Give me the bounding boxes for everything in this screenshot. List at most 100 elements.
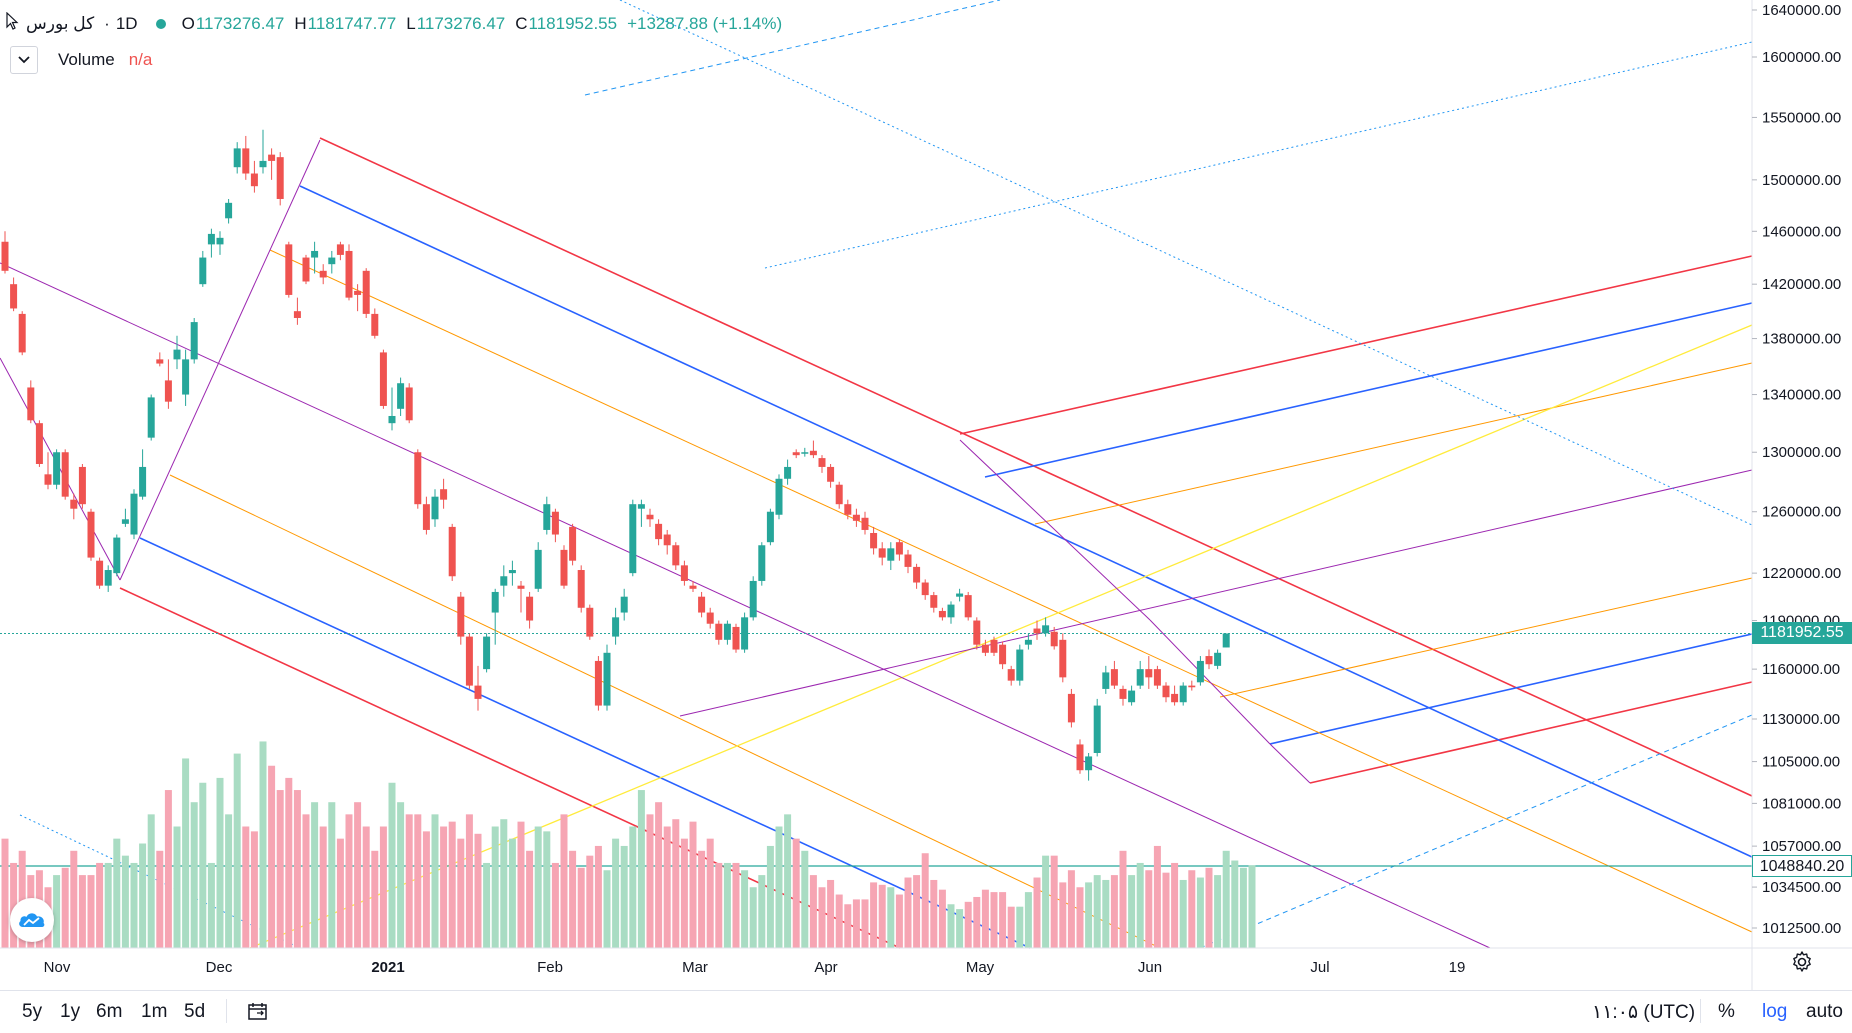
candle-body [225,202,233,219]
candle-body [319,270,327,278]
log-scale-toggle[interactable]: log [1762,1001,1788,1022]
trend-line[interactable] [119,139,321,581]
interval-label[interactable]: 1D [115,13,138,33]
trend-line[interactable] [584,0,1001,96]
candle-body [818,458,826,467]
volume-bar [1016,906,1024,948]
symbol-name[interactable]: کل بورس [26,13,95,33]
trend-line[interactable] [19,814,301,949]
trend-line[interactable] [1219,577,1753,698]
trend-line[interactable] [959,439,1151,621]
candle-body [887,548,895,561]
volume-bar [603,870,611,948]
volume-bar [672,819,680,948]
volume-bar [577,867,585,948]
candle-body [689,585,697,589]
candle-body [938,610,946,618]
volume-bar [354,802,362,948]
volume-bar [388,782,396,948]
volume-bar [818,887,826,948]
candle-body [835,484,843,505]
horizontal-line-price-tag[interactable]: 1048840.20 [1752,855,1852,877]
trend-line[interactable] [1269,743,1311,784]
volume-bar [698,850,706,948]
time-axis[interactable]: Nov Dec 2021 Feb Mar Apr May Jun Jul 19 [44,959,1466,976]
trend-line[interactable] [984,302,1753,478]
volume-bar [947,904,955,948]
trend-line[interactable] [269,249,1753,933]
collapse-legend-button[interactable] [10,46,38,74]
candle-body [715,623,723,640]
candle-body [345,250,353,298]
volume-bar [1145,870,1153,948]
volume-bar [999,892,1007,948]
volume-bar [147,814,155,948]
trend-line[interactable] [1199,714,1753,949]
time-tick-label: 19 [1449,959,1466,976]
volume-bar [1171,862,1179,948]
volume-bar [723,862,731,948]
candle-body [500,576,508,586]
range-5y-button[interactable]: 5y [22,1001,43,1022]
candle-body [1007,669,1015,681]
range-6m-button[interactable]: 6m [96,1001,123,1022]
candle-body [44,474,52,485]
trend-line[interactable] [139,537,1031,949]
candle-body [474,685,482,699]
volume-bar [1059,882,1067,948]
trend-line[interactable] [959,255,1753,435]
volume-bar [242,826,250,948]
candle-body [1042,625,1050,634]
candle-body [655,523,663,540]
percent-scale-toggle[interactable]: % [1718,1001,1735,1022]
volume-bar [784,814,792,948]
auto-scale-toggle[interactable]: auto [1806,1001,1843,1022]
volume-bar [1007,906,1015,948]
volume-bar [276,790,284,948]
candle-body [405,387,413,421]
trend-line[interactable] [1149,619,1271,745]
price-axis[interactable]: 1640000.00 1600000.00 1550000.00 1500000.00… [1752,2,1841,937]
trend-line[interactable] [679,469,1753,717]
trend-line[interactable] [169,474,1161,949]
candle-body [216,237,224,245]
open-label: O [181,13,195,33]
volume-bar [655,802,663,948]
candle-body [1050,631,1058,647]
go-to-date-icon[interactable] [248,1002,268,1020]
trend-line[interactable] [1309,681,1753,784]
range-5d-button[interactable]: 5d [184,1001,206,1022]
volume-indicator-name[interactable]: Volume [58,50,115,69]
settings-gear-icon[interactable] [1790,950,1814,974]
candle-body [302,257,310,282]
trend-line[interactable] [1034,362,1753,525]
candle-body [1076,744,1084,771]
trend-line[interactable] [0,262,1491,949]
candle-body [293,311,301,318]
candle-body [250,173,258,187]
volume-bar [1128,875,1136,948]
candle-body [1128,690,1136,703]
trend-line[interactable] [1269,633,1753,745]
volume-bar [878,884,886,948]
candle-body [414,452,422,505]
trend-line[interactable] [319,137,1753,797]
candle-body [35,423,43,464]
timezone-clock[interactable]: ۱۱:۰۵ (UTC) [1592,1002,1696,1023]
candle-body [1,241,9,271]
candle-body [861,517,869,530]
tradingview-logo[interactable] [10,898,54,942]
candle-body [921,582,929,596]
trend-line[interactable] [764,41,1753,269]
candle-body [276,157,284,199]
volume-bar [474,833,482,948]
range-1y-button[interactable]: 1y [60,1001,81,1022]
volume-bar [345,814,353,948]
trend-line[interactable] [299,185,1753,858]
price-tick-label: 1034500.00 [1762,879,1841,896]
candle-body [620,596,628,613]
volume-bar [431,814,439,948]
range-1m-button[interactable]: 1m [141,1001,168,1022]
